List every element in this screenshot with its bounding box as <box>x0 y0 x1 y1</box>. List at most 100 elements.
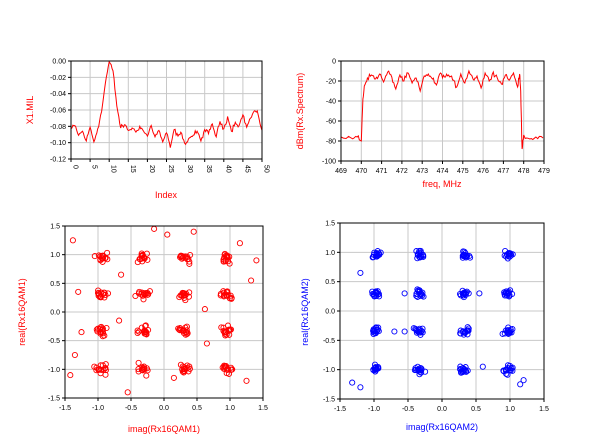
x-tick-label: -1.0 <box>368 406 380 413</box>
scatter-point <box>180 327 187 334</box>
scatter-point <box>151 225 158 232</box>
x-tick-label: 474 <box>437 168 449 175</box>
x-tick-label: 473 <box>416 168 428 175</box>
scatter-point <box>373 253 381 260</box>
scatter-point <box>102 361 109 368</box>
scatter-point <box>503 370 510 377</box>
scatter-point <box>464 324 471 331</box>
xlabel-x1-mil: Index <box>155 190 178 200</box>
scatter-point <box>116 317 123 324</box>
scatter-point <box>170 374 177 381</box>
scatter-point <box>227 292 234 299</box>
x-tick-label: 25 <box>167 165 174 173</box>
ylabel-rx-spectrum: dBm(Rx.Spectrum) <box>295 73 305 150</box>
y-tick-label: -1.0 <box>48 367 60 374</box>
y-tick-label: 0.0 <box>50 310 60 317</box>
scatter-point <box>134 327 141 334</box>
scatter-point <box>223 370 230 377</box>
x-tick-label: 477 <box>498 168 510 175</box>
x-tick-label: 20 <box>148 165 155 173</box>
scatter-point <box>102 371 109 378</box>
scatter-point <box>96 293 103 301</box>
scatter-point <box>132 292 139 300</box>
scatter-point <box>102 254 109 262</box>
scatter-point <box>460 294 467 301</box>
x-tick-label: 5 <box>91 165 98 169</box>
scatter-point <box>220 256 227 263</box>
scatter-point <box>175 325 182 332</box>
y-tick-label: -0.08 <box>50 124 66 131</box>
scatter-point <box>414 293 421 300</box>
scatter-point <box>178 255 185 262</box>
series-rx-spectrum <box>340 69 544 150</box>
x-tick-label: 1.0 <box>505 406 515 413</box>
panel-rx-spectrum: 469 470 471 472 473 474 475 476 477 478 479 0 -20 -40… <box>295 59 550 190</box>
scatter-point <box>146 288 153 295</box>
scatter-point <box>370 330 377 338</box>
scatter-point <box>223 331 230 338</box>
scatter-point <box>375 328 382 335</box>
scatter-point <box>459 369 466 376</box>
scatter-point <box>413 327 420 334</box>
x-tick-label: 476 <box>477 168 489 175</box>
x-tick-label: 1.5 <box>539 406 549 413</box>
x-tick-label: 471 <box>376 168 388 175</box>
scatter-point <box>134 329 141 337</box>
ticks-x1-mil: 0 5 10 15 20 25 30 35 40 45 50 0.00 -0.02 -0.04 -0.06 -… <box>50 59 269 173</box>
scatter-point <box>139 367 146 374</box>
y-tick-label: -0.06 <box>50 108 66 115</box>
x-tick-label: 45 <box>243 165 250 173</box>
scatter-point <box>222 363 229 370</box>
series-line <box>70 60 263 148</box>
grid-rx-spectrum <box>341 61 544 161</box>
scatter-point <box>141 291 148 298</box>
x-tick-label: 469 <box>335 168 347 175</box>
scatter-point <box>91 363 98 370</box>
scatter-point <box>506 365 513 372</box>
x-tick-label: -1.5 <box>59 405 71 412</box>
scatter-point <box>502 327 509 334</box>
scatter-point <box>391 328 398 335</box>
scatter-point <box>223 292 230 299</box>
scatter-point <box>503 253 510 260</box>
x-tick-label: 30 <box>186 165 193 173</box>
y-tick-label: 1.0 <box>325 250 335 257</box>
y-tick-label: -0.5 <box>48 338 60 345</box>
x-tick-label: 10 <box>110 165 117 173</box>
scatter-point <box>417 292 424 299</box>
x-tick-label: 40 <box>224 165 231 173</box>
x-tick-label: 479 <box>538 168 550 175</box>
y-tick-label: -100 <box>322 159 336 166</box>
scatter-point <box>135 359 142 366</box>
scatter-point <box>222 256 229 263</box>
scatter-point <box>186 260 193 267</box>
y-tick-label: 0.0 <box>325 309 335 316</box>
y-tick-label: 1.5 <box>325 221 335 228</box>
x-tick-label: 0 <box>72 165 79 169</box>
x-tick-label: 0.5 <box>471 406 481 413</box>
x-tick-label: 0.0 <box>159 405 169 412</box>
grid-rx16qam2 <box>340 223 544 399</box>
series-rx16qam2 <box>349 247 527 391</box>
xlabel-rx16qam2: imag(Rx16QAM2) <box>406 422 478 432</box>
scatter-point <box>253 257 260 264</box>
x-tick-label: 1.0 <box>225 405 235 412</box>
y-tick-label: -0.5 <box>323 338 335 345</box>
scatter-point <box>456 290 464 298</box>
scatter-point <box>179 363 186 370</box>
y-tick-label: -0.02 <box>50 75 66 82</box>
scatter-point <box>415 250 422 257</box>
scatter-point <box>143 250 150 257</box>
y-tick-label: -20 <box>326 79 336 86</box>
y-tick-label: 0.00 <box>52 59 66 66</box>
xlabel-rx-spectrum: freq, MHz <box>422 179 462 189</box>
x-tick-label: -1.5 <box>334 406 346 413</box>
series-rx16qam1 <box>67 225 260 396</box>
x-tick-label: -0.5 <box>125 405 137 412</box>
y-tick-label: -1.5 <box>48 396 60 403</box>
scatter-point <box>93 326 100 333</box>
y-tick-label: -0.12 <box>50 157 66 164</box>
x-tick-label: 472 <box>396 168 408 175</box>
scatter-point <box>143 372 150 379</box>
